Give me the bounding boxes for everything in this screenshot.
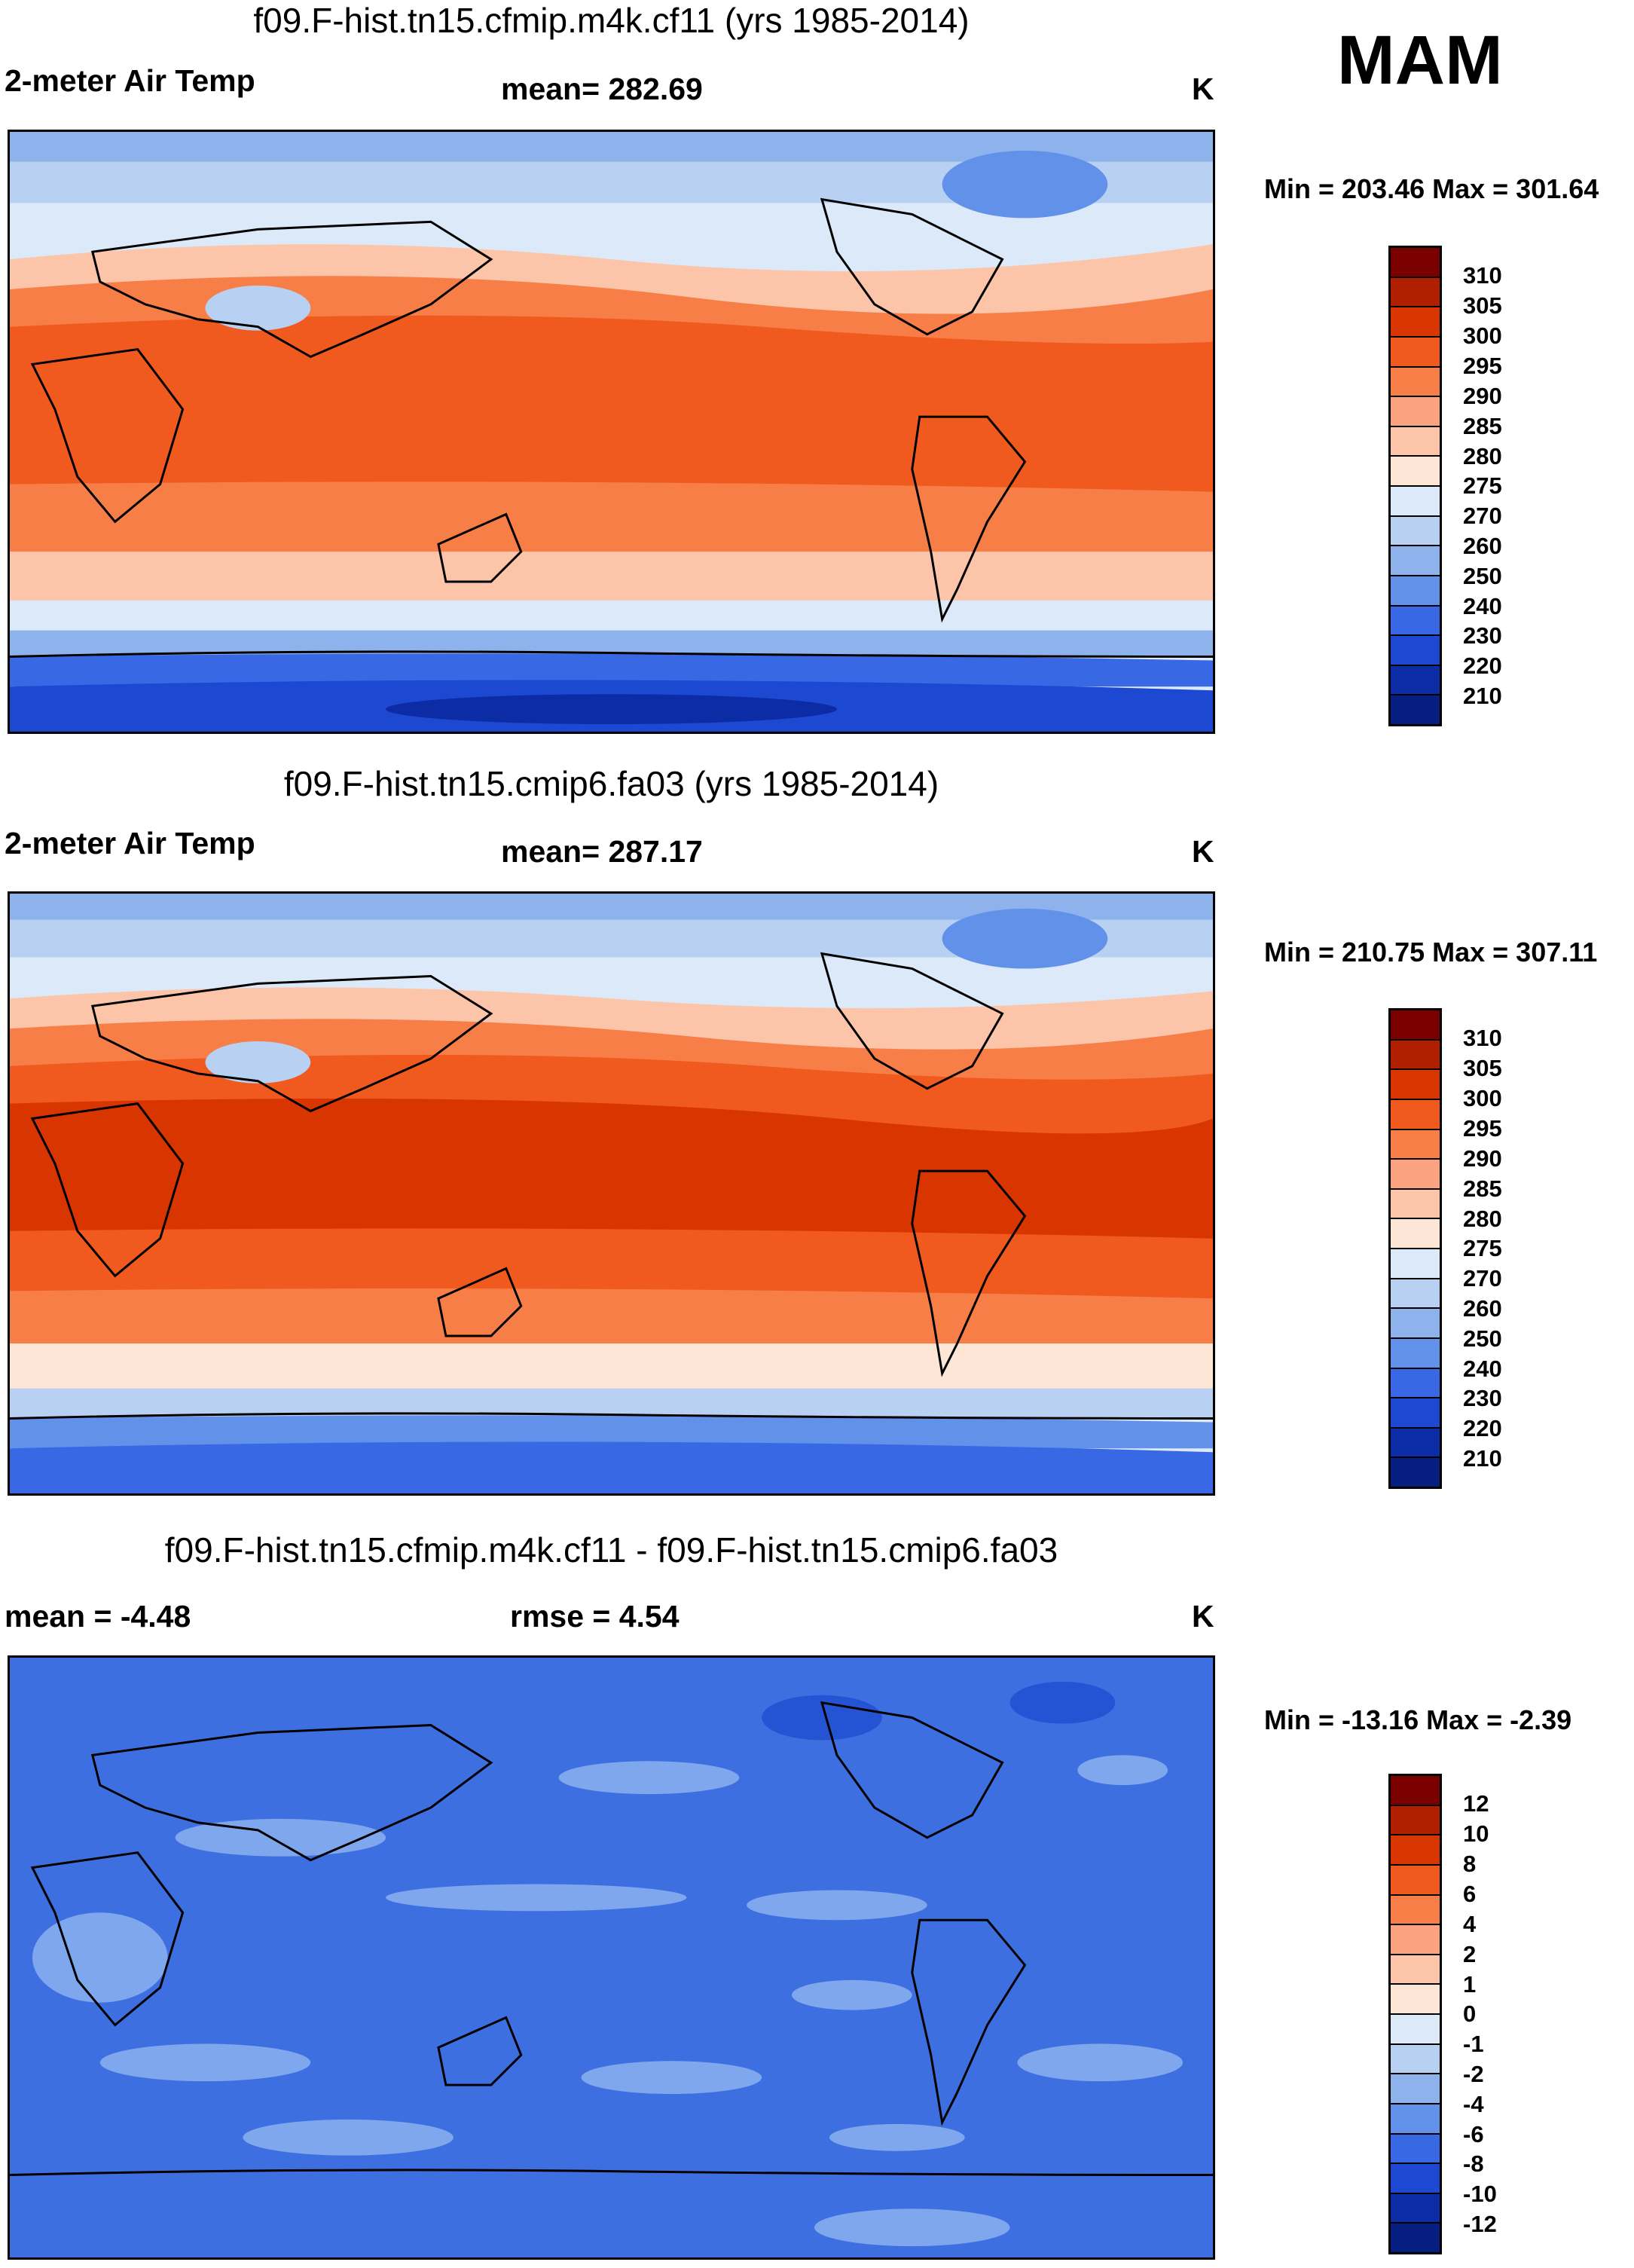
panel3-tick: 12 (1463, 1790, 1489, 1817)
panel2-minmax: Min = 210.75 Max = 307.11 (1264, 937, 1598, 967)
panel1-tick: 230 (1463, 622, 1502, 649)
panel3-tick: 6 (1463, 1881, 1477, 1907)
panel2-tick: 210 (1463, 1445, 1502, 1472)
panel2-tick: 230 (1463, 1385, 1502, 1411)
panel3-tick: 2 (1463, 1941, 1477, 1967)
panel1-tick: 285 (1463, 413, 1502, 439)
panel1-tick: 290 (1463, 383, 1502, 409)
panel1-tick: 210 (1463, 683, 1502, 709)
panel2-tick: 275 (1463, 1235, 1502, 1261)
panel2-mean-label: mean= 287.17 (501, 834, 703, 869)
panel2-tick: 280 (1463, 1206, 1502, 1232)
panel1-tick: 300 (1463, 322, 1502, 349)
panel2-tick: 250 (1463, 1325, 1502, 1352)
panel1-tick: 240 (1463, 593, 1502, 619)
panel3-tick: -12 (1463, 2211, 1497, 2237)
panel3-minmax: Min = -13.16 Max = -2.39 (1264, 1704, 1572, 1735)
panel3-tick: 10 (1463, 1820, 1489, 1847)
panel3-tick: 4 (1463, 1911, 1477, 1937)
panel2-variable-label: 2-meter Air Temp (5, 826, 255, 860)
panel1-variable-label: 2-meter Air Temp (5, 63, 255, 98)
panel3-map (8, 1655, 1215, 2260)
panel2-units: K (1192, 834, 1214, 869)
panel3-tick: -8 (1463, 2150, 1484, 2177)
panel3-mean-label: mean = -4.48 (5, 1599, 191, 1634)
panel3-tick: -1 (1463, 2031, 1484, 2057)
panel3-tick: 8 (1463, 1851, 1477, 1877)
panel1-mean-label: mean= 282.69 (501, 72, 703, 106)
panel3-tick: 1 (1463, 1971, 1477, 1997)
panel3-rmse-label: rmse = 4.54 (510, 1599, 680, 1634)
panel3-tick: -10 (1463, 2181, 1497, 2207)
panel1-tick: 270 (1463, 503, 1502, 529)
panel1-units: K (1192, 72, 1214, 106)
panel1-colorbar (1388, 246, 1442, 726)
panel2-tick: 260 (1463, 1295, 1502, 1322)
panel2-tick: 285 (1463, 1175, 1502, 1202)
panel2-tick: 220 (1463, 1415, 1502, 1441)
panel3-tick: -2 (1463, 2061, 1484, 2087)
panel1-tick: 295 (1463, 353, 1502, 379)
panel1-minmax: Min = 203.46 Max = 301.64 (1264, 173, 1599, 204)
season-label: MAM (1337, 22, 1503, 99)
panel2-tick: 300 (1463, 1085, 1502, 1111)
panel3-tick: -4 (1463, 2091, 1484, 2117)
panel1-tick: 305 (1463, 292, 1502, 319)
panel1-tick: 260 (1463, 533, 1502, 559)
panel2-tick: 305 (1463, 1055, 1502, 1081)
panel1-tick: 310 (1463, 262, 1502, 289)
panel1-map (8, 130, 1215, 734)
panel1-title: f09.F-hist.tn15.cfmip.m4k.cf11 (yrs 1985… (253, 1, 970, 40)
panel3-tick: -6 (1463, 2121, 1484, 2147)
panel2-tick: 240 (1463, 1356, 1502, 1382)
panel3-tick: 0 (1463, 2001, 1477, 2027)
panel2-tick: 270 (1463, 1265, 1502, 1291)
panel2-colorbar (1388, 1008, 1442, 1489)
panel3-colorbar (1388, 1774, 1442, 2254)
panel1-tick: 280 (1463, 443, 1502, 469)
panel2-tick: 290 (1463, 1145, 1502, 1172)
panel2-tick: 310 (1463, 1025, 1502, 1051)
panel1-tick: 250 (1463, 563, 1502, 589)
panel3-title: f09.F-hist.tn15.cfmip.m4k.cf11 - f09.F-h… (164, 1530, 1058, 1570)
panel2-map (8, 891, 1215, 1496)
panel1-tick: 220 (1463, 653, 1502, 679)
panel3-units: K (1192, 1599, 1214, 1634)
panel1-tick: 275 (1463, 472, 1502, 499)
panel2-title: f09.F-hist.tn15.cmip6.fa03 (yrs 1985-201… (283, 764, 939, 803)
panel2-tick: 295 (1463, 1115, 1502, 1142)
